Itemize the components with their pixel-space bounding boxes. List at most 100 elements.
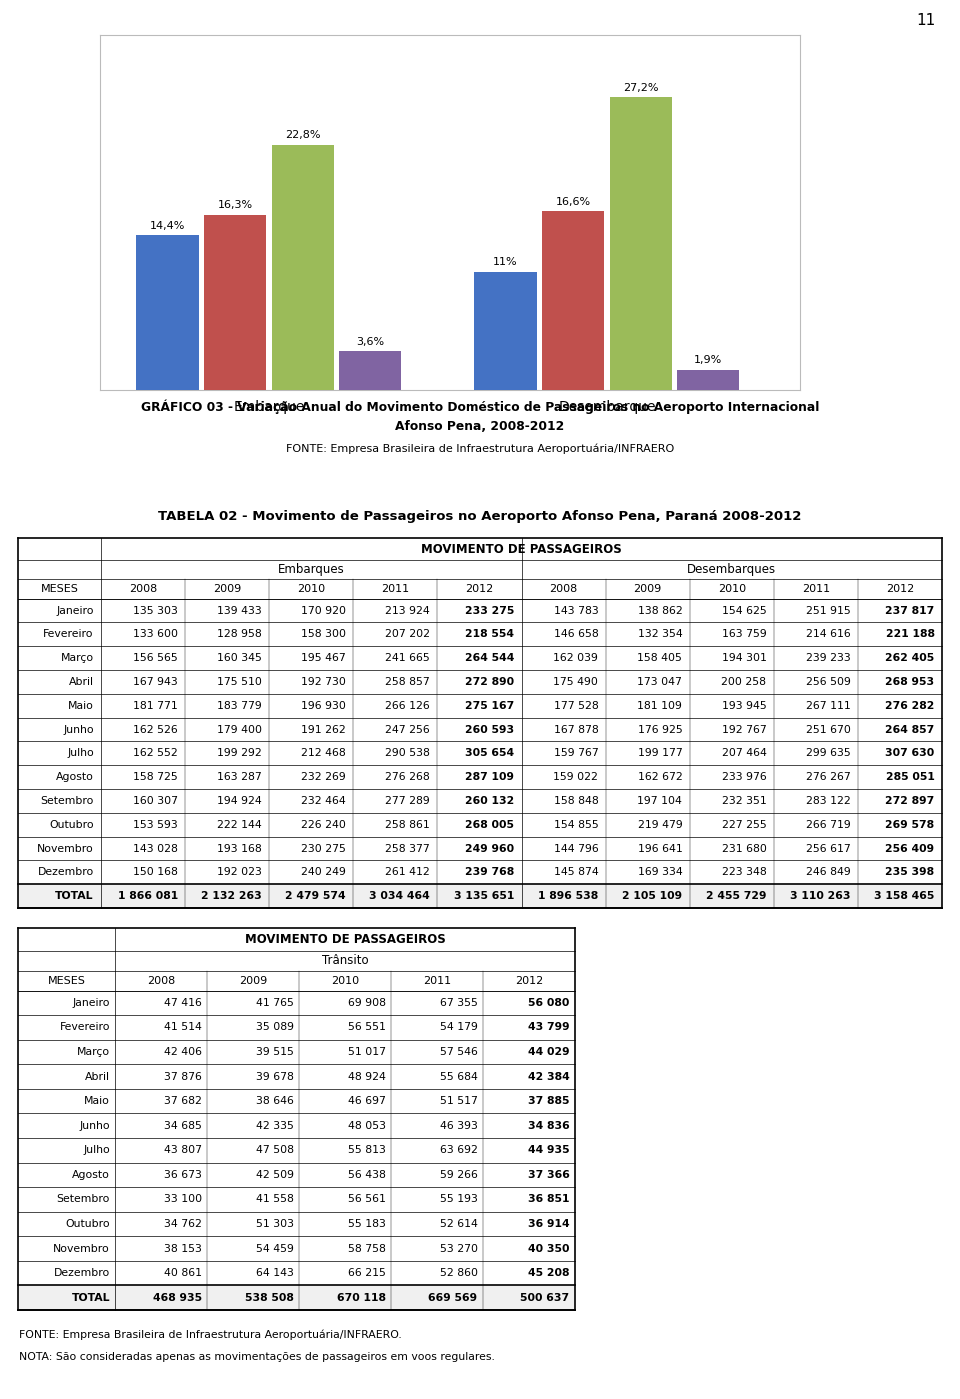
Text: 669 569: 669 569: [428, 1293, 477, 1302]
Text: 162 672: 162 672: [637, 772, 683, 782]
Text: MESES: MESES: [40, 583, 79, 595]
Text: 55 183: 55 183: [348, 1219, 386, 1228]
Text: 34 762: 34 762: [164, 1219, 202, 1228]
Text: 160 307: 160 307: [132, 796, 178, 806]
Text: 3 034 464: 3 034 464: [370, 891, 430, 901]
Text: 175 490: 175 490: [553, 677, 598, 687]
Text: 2009: 2009: [634, 583, 661, 595]
Bar: [339, 351, 401, 390]
Text: 307 630: 307 630: [885, 748, 935, 758]
Text: 44 935: 44 935: [528, 1146, 569, 1156]
Text: 51 517: 51 517: [440, 1097, 477, 1107]
Text: 176 925: 176 925: [637, 725, 683, 734]
Text: 2011: 2011: [423, 975, 451, 986]
Text: TOTAL: TOTAL: [56, 891, 94, 901]
Text: 150 168: 150 168: [133, 867, 178, 877]
Text: Maio: Maio: [68, 701, 94, 711]
Text: 52 614: 52 614: [440, 1219, 477, 1228]
Text: 43 799: 43 799: [528, 1023, 569, 1032]
Text: 2012: 2012: [886, 583, 914, 595]
Text: 52 860: 52 860: [440, 1267, 477, 1279]
Text: 14,4%: 14,4%: [150, 221, 185, 231]
Text: 158 848: 158 848: [554, 796, 598, 806]
Text: 233 976: 233 976: [722, 772, 766, 782]
Text: 179 400: 179 400: [217, 725, 262, 734]
Text: FONTE: Empresa Brasileira de Infraestrutura Aeroportuária/INFRAERO: FONTE: Empresa Brasileira de Infraestrut…: [286, 443, 674, 453]
Text: Fevereiro: Fevereiro: [60, 1023, 109, 1032]
Text: 256 617: 256 617: [805, 844, 851, 853]
Text: Novembro: Novembro: [53, 1244, 109, 1254]
Bar: [474, 271, 537, 390]
Text: Janeiro: Janeiro: [57, 606, 94, 616]
Text: 64 143: 64 143: [255, 1267, 294, 1279]
Text: 2012: 2012: [466, 583, 493, 595]
Text: 192 730: 192 730: [301, 677, 346, 687]
Text: 35 089: 35 089: [255, 1023, 294, 1032]
Text: 275 167: 275 167: [465, 701, 515, 711]
Text: Trânsito: Trânsito: [322, 954, 369, 967]
Text: 144 796: 144 796: [554, 844, 598, 853]
Text: 2008: 2008: [147, 975, 176, 986]
Text: 56 551: 56 551: [348, 1023, 386, 1032]
Text: 290 538: 290 538: [385, 748, 430, 758]
Bar: [18, 1286, 575, 1309]
Text: 283 122: 283 122: [805, 796, 851, 806]
Text: Dezembro: Dezembro: [54, 1267, 109, 1279]
Text: 276 267: 276 267: [805, 772, 851, 782]
Text: 55 684: 55 684: [440, 1072, 477, 1081]
Text: 154 855: 154 855: [554, 820, 598, 830]
Text: 53 270: 53 270: [440, 1244, 477, 1254]
Text: MESES: MESES: [48, 975, 85, 986]
Text: 2011: 2011: [381, 583, 410, 595]
Text: 169 334: 169 334: [637, 867, 683, 877]
Text: 2009: 2009: [239, 975, 268, 986]
Text: 36 673: 36 673: [164, 1170, 202, 1179]
Text: 264 544: 264 544: [465, 653, 515, 663]
Text: 2010: 2010: [298, 583, 325, 595]
Text: 38 646: 38 646: [255, 1097, 294, 1107]
Bar: [272, 144, 334, 390]
Text: 251 915: 251 915: [805, 606, 851, 616]
Text: 59 266: 59 266: [440, 1170, 477, 1179]
Text: 139 433: 139 433: [217, 606, 262, 616]
Text: 258 857: 258 857: [385, 677, 430, 687]
Text: 138 862: 138 862: [637, 606, 683, 616]
Text: 47 416: 47 416: [164, 997, 202, 1007]
Text: 181 771: 181 771: [133, 701, 178, 711]
Text: 258 861: 258 861: [385, 820, 430, 830]
Text: 2 479 574: 2 479 574: [285, 891, 346, 901]
Text: 51 017: 51 017: [348, 1046, 386, 1058]
Text: Desembarques: Desembarques: [687, 564, 777, 576]
Text: 1,9%: 1,9%: [694, 355, 723, 365]
Text: 158 300: 158 300: [301, 630, 346, 639]
Text: FONTE: Empresa Brasileira de Infraestrutura Aeroportuária/INFRAERO.: FONTE: Empresa Brasileira de Infraestrut…: [19, 1330, 402, 1340]
Text: 2 105 109: 2 105 109: [622, 891, 683, 901]
Text: 39 515: 39 515: [255, 1046, 294, 1058]
Text: GRÁFICO 03 - Variação Anual do Movimento Doméstico de Passageiros no Aeroporto I: GRÁFICO 03 - Variação Anual do Movimento…: [141, 400, 819, 414]
Text: 54 179: 54 179: [440, 1023, 477, 1032]
Text: MOVIMENTO DE PASSAGEIROS: MOVIMENTO DE PASSAGEIROS: [421, 543, 622, 555]
Text: 22,8%: 22,8%: [285, 130, 321, 140]
Text: 272 890: 272 890: [465, 677, 515, 687]
Text: 3,6%: 3,6%: [356, 337, 384, 347]
Text: 262 405: 262 405: [885, 653, 935, 663]
Text: Abril: Abril: [69, 677, 94, 687]
Text: 196 641: 196 641: [637, 844, 683, 853]
Text: 16,3%: 16,3%: [218, 200, 252, 210]
Text: 39 678: 39 678: [255, 1072, 294, 1081]
Text: 181 109: 181 109: [637, 701, 683, 711]
Text: 277 289: 277 289: [385, 796, 430, 806]
Text: 267 111: 267 111: [805, 701, 851, 711]
Text: 135 303: 135 303: [133, 606, 178, 616]
Text: 177 528: 177 528: [554, 701, 598, 711]
Text: 266 719: 266 719: [805, 820, 851, 830]
Text: 214 616: 214 616: [805, 630, 851, 639]
Bar: [136, 235, 199, 390]
Text: 264 857: 264 857: [885, 725, 935, 734]
Text: 221 188: 221 188: [886, 630, 935, 639]
Text: 162 526: 162 526: [133, 725, 178, 734]
Text: 47 508: 47 508: [255, 1146, 294, 1156]
Text: 232 351: 232 351: [722, 796, 766, 806]
Text: Fevereiro: Fevereiro: [43, 630, 94, 639]
Text: Outubro: Outubro: [49, 820, 94, 830]
